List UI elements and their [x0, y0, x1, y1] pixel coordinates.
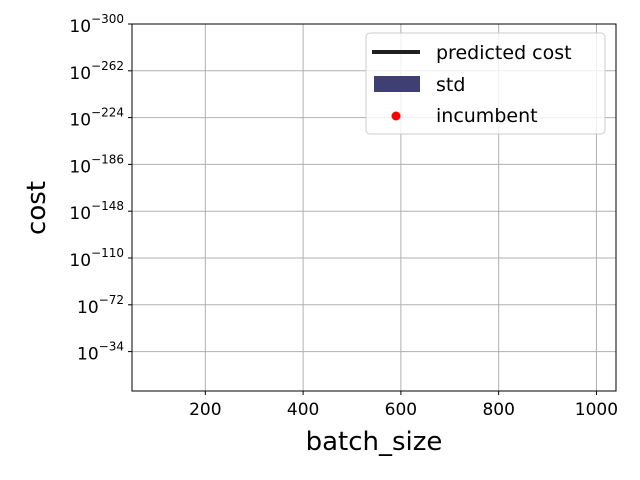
y-tick-label: 10−224 [69, 106, 124, 131]
legend-marker-incumbent [391, 111, 401, 121]
plot-area [131, 23, 617, 392]
x-tick-label: 1000 [575, 400, 618, 420]
x-tick-label: 400 [287, 400, 319, 420]
legend: predicted cost std incumbent [365, 32, 606, 135]
legend-label-std: std [436, 74, 465, 96]
y-tick-label: 10−72 [77, 293, 124, 318]
y-axis-ticks: 10−300 10−262 10−224 10−186 10−148 10−110 10−7… [69, 12, 132, 365]
legend-label-predicted-cost: predicted cost [436, 42, 572, 64]
x-tick-label: 800 [482, 400, 514, 420]
legend-patch-std [374, 76, 420, 92]
legend-label-incumbent: incumbent [436, 105, 538, 127]
y-tick-label: 10−262 [69, 59, 124, 84]
y-tick-label: 10−300 [69, 12, 124, 37]
y-axis-label: cost [22, 181, 52, 235]
x-axis-ticks: 200 400 600 800 1000 [189, 391, 618, 420]
x-tick-label: 600 [385, 400, 417, 420]
legend-box [365, 32, 606, 135]
x-tick-label: 200 [189, 400, 221, 420]
y-tick-label: 10−186 [69, 152, 124, 177]
x-axis-label: batch_size [306, 427, 443, 457]
y-tick-label: 10−148 [69, 199, 124, 224]
y-tick-label: 10−110 [69, 246, 124, 271]
y-tick-label: 10−34 [77, 340, 124, 365]
